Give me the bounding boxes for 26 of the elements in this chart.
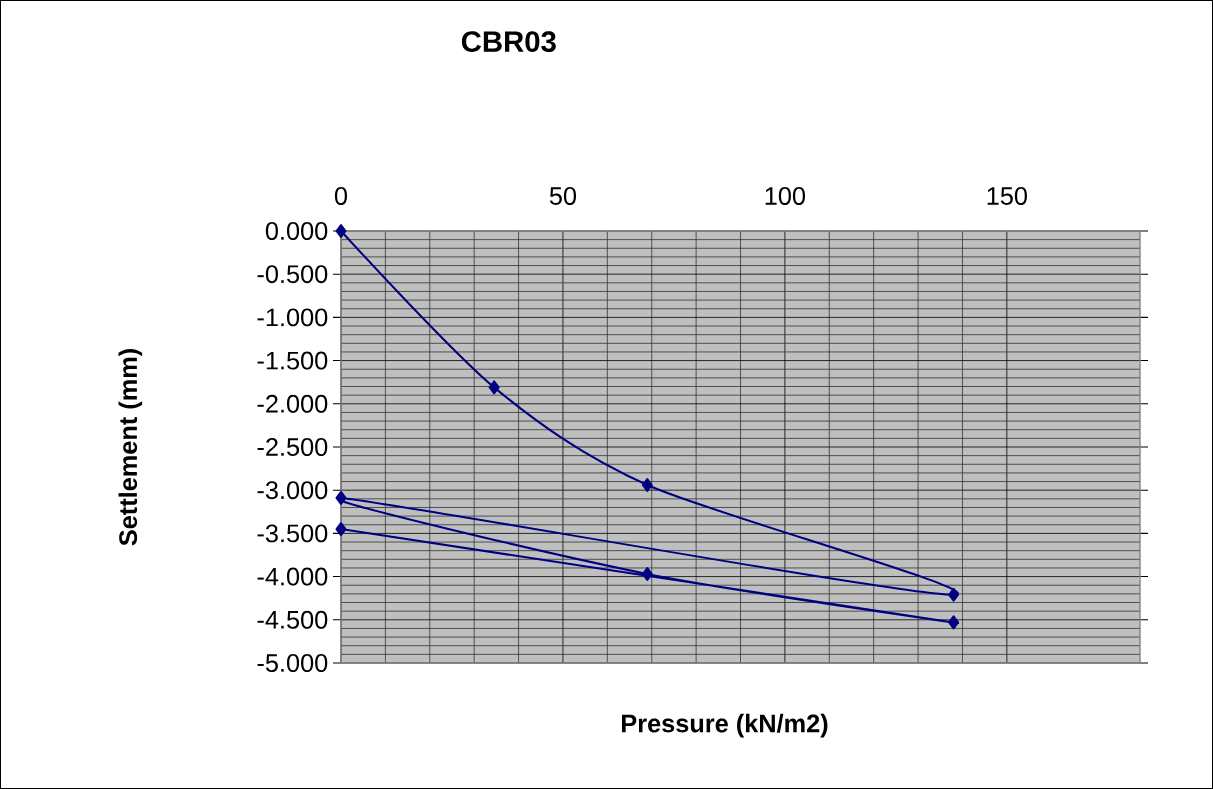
point — [641, 567, 653, 582]
y-tick-label: -5.000 — [257, 654, 328, 672]
y-tick-label: -2.000 — [257, 394, 328, 413]
y-tick-label: -1.500 — [257, 351, 328, 370]
x-tick-label: 50 — [549, 187, 577, 205]
y-tick-label: -1.000 — [257, 308, 328, 327]
y-tick-label: -4.500 — [257, 610, 328, 629]
chart-title: CBR03 — [461, 31, 556, 53]
y-tick-label: -3.500 — [257, 524, 328, 543]
point — [335, 223, 347, 238]
x-tick-label: 0 — [334, 187, 348, 205]
x-tick-label: 150 — [987, 187, 1027, 205]
y-tick-label: -0.500 — [257, 265, 328, 284]
y-axis-title: Settlement (mm) — [118, 349, 143, 546]
point — [948, 615, 960, 630]
point — [488, 380, 500, 395]
point — [641, 478, 653, 493]
y-tick-label: -2.500 — [257, 438, 328, 456]
y-tick-label: 0.000 — [265, 222, 328, 240]
point — [335, 522, 347, 537]
x-tick-label: 100 — [765, 187, 806, 205]
y-tick-label: -4.000 — [257, 567, 328, 586]
y-tick-label: -3.000 — [257, 481, 328, 500]
x-axis-title: Pressure (kN/m2) — [622, 713, 828, 738]
point — [948, 587, 960, 602]
point — [335, 490, 347, 505]
